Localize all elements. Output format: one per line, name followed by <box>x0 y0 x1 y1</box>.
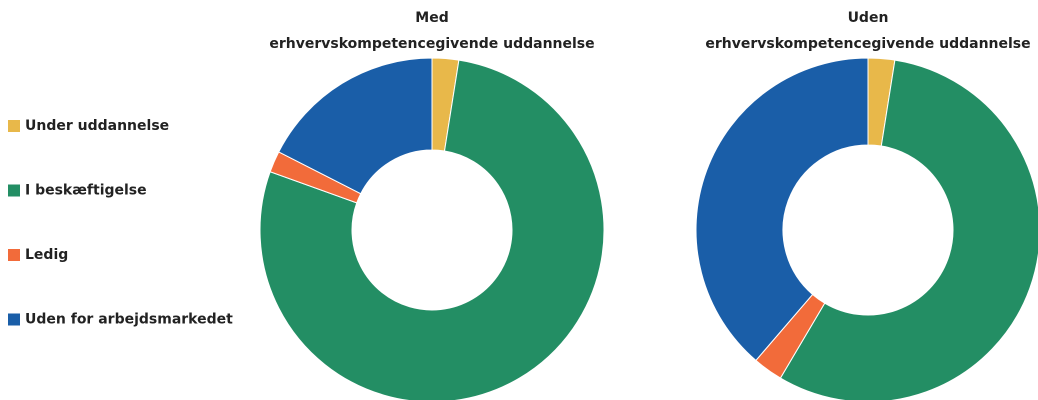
chart-title: Uden <box>848 10 889 26</box>
donut-segment <box>278 57 433 195</box>
donut-segment <box>779 59 1038 400</box>
legend-swatch <box>8 313 20 326</box>
legend-swatch <box>8 249 20 261</box>
legend-label: Under uddannelse <box>25 118 169 134</box>
chart-title: Med <box>415 10 448 26</box>
legend-label: Ledig <box>25 247 68 263</box>
legend-swatch <box>8 184 20 197</box>
legend-swatch <box>8 120 20 132</box>
donut-segment <box>259 59 605 400</box>
chart-title: erhvervskompetencegivende uddannelse <box>705 36 1030 52</box>
chart-title: erhvervskompetencegivende uddannelse <box>269 36 594 52</box>
legend-label: I beskæftigelse <box>25 183 147 199</box>
donut-segment <box>695 57 869 362</box>
legend-label: Uden for arbejdsmarkedet <box>25 312 233 328</box>
